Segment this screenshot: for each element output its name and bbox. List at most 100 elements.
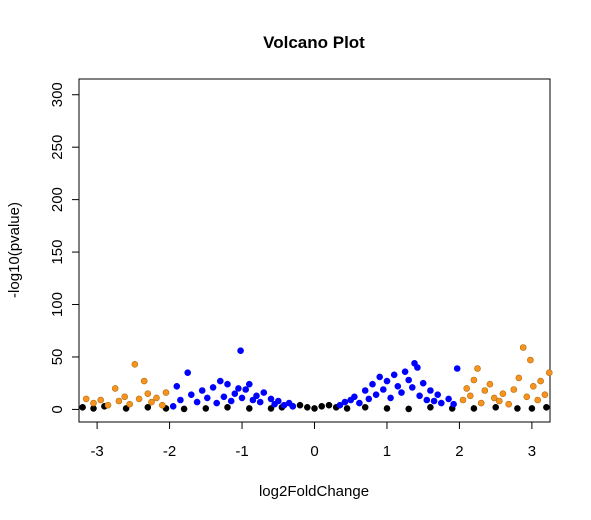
data-point-large-fold-change <box>523 393 531 401</box>
data-point-significant <box>372 391 380 399</box>
data-point-nonsignificant <box>311 405 318 412</box>
data-point-large-fold-change <box>115 397 123 405</box>
data-point-nonsignificant <box>470 405 478 412</box>
data-point-nonsignificant <box>296 401 304 409</box>
data-point-nonsignificant <box>224 403 231 411</box>
y-tick-label: 50 <box>49 349 66 366</box>
y-axis: 0 50 100 150 200 250 300 <box>49 82 80 414</box>
data-point-significant <box>246 380 253 388</box>
data-point-large-fold-change <box>135 395 143 403</box>
data-point-nonsignificant <box>267 405 275 412</box>
data-point-significant <box>394 382 402 390</box>
y-axis-label: -log10(pvalue) <box>6 202 23 298</box>
data-point-significant <box>249 396 257 404</box>
data-point-significant <box>437 399 445 407</box>
data-point-significant <box>198 387 206 394</box>
data-point-significant <box>351 393 358 401</box>
data-point-significant <box>430 397 438 405</box>
data-point-significant <box>356 399 363 407</box>
data-point-significant <box>220 393 228 401</box>
data-point-significant <box>289 402 297 410</box>
data-point-large-fold-change <box>474 365 481 372</box>
data-point-large-fold-change <box>534 396 542 404</box>
data-point-large-fold-change <box>153 394 160 402</box>
data-point-significant <box>414 364 421 371</box>
data-point-significant <box>383 377 391 385</box>
data-point-large-fold-change <box>140 377 148 385</box>
data-point-large-fold-change <box>121 393 128 401</box>
data-point-significant <box>238 394 246 402</box>
data-point-significant <box>213 399 220 407</box>
data-point-large-fold-change <box>510 386 518 393</box>
chart-title: Volcano Plot <box>263 33 365 52</box>
x-tick-label: -2 <box>163 443 176 460</box>
y-tick-label: 250 <box>49 135 66 160</box>
data-point-significant <box>401 368 409 376</box>
data-point-significant <box>390 371 398 379</box>
data-point-large-fold-change <box>505 400 513 408</box>
data-point-nonsignificant <box>318 402 326 410</box>
data-point-significant <box>416 392 423 400</box>
data-point-large-fold-change <box>148 398 155 406</box>
data-point-nonsignificant <box>361 403 369 411</box>
data-point-large-fold-change <box>519 344 527 351</box>
data-point-nonsignificant <box>543 403 550 411</box>
data-point-significant <box>405 376 413 384</box>
data-point-large-fold-change <box>529 382 537 390</box>
data-point-significant <box>379 386 387 393</box>
data-point-significant <box>341 398 349 406</box>
data-point-significant <box>242 386 249 393</box>
data-point-significant <box>173 382 181 390</box>
y-tick-label: 300 <box>49 82 66 107</box>
data-point-nonsignificant <box>325 401 333 409</box>
x-axis: -3 -2 -1 0 1 2 3 <box>90 421 536 460</box>
y-tick-label: 150 <box>49 240 66 265</box>
data-point-significant <box>398 389 405 396</box>
data-point-significant <box>260 389 268 396</box>
data-point-large-fold-change <box>537 377 544 385</box>
data-point-large-fold-change <box>463 385 471 392</box>
data-point-large-fold-change <box>486 380 494 388</box>
y-tick-label: 200 <box>49 187 66 212</box>
data-point-significant <box>369 380 376 388</box>
data-point-large-fold-change <box>82 395 90 403</box>
data-point-significant <box>227 397 235 405</box>
data-point-significant <box>445 395 452 403</box>
data-point-nonsignificant <box>405 405 413 413</box>
data-point-large-fold-change <box>481 387 489 394</box>
data-point-nonsignificant <box>514 405 521 412</box>
data-point-nonsignificant <box>492 403 500 411</box>
data-point-large-fold-change <box>477 399 485 407</box>
data-point-significant <box>224 380 231 388</box>
data-point-large-fold-change <box>490 394 498 402</box>
data-point-significant <box>387 394 394 402</box>
x-tick-label: 1 <box>383 443 391 460</box>
data-point-nonsignificant <box>303 403 311 411</box>
data-point-large-fold-change <box>541 391 549 399</box>
data-point-nonsignificant <box>122 405 130 412</box>
data-point-large-fold-change <box>159 401 166 409</box>
data-point-nonsignificant <box>343 405 351 412</box>
data-point-significant <box>450 400 457 408</box>
x-tick-label: 0 <box>310 443 318 460</box>
data-point-large-fold-change <box>495 397 503 405</box>
data-point-large-fold-change <box>459 396 467 404</box>
data-point-significant <box>453 365 461 372</box>
data-point-large-fold-change <box>545 369 553 377</box>
data-point-large-fold-change <box>466 392 474 400</box>
data-point-significant <box>193 398 201 406</box>
data-point-significant <box>423 396 431 404</box>
data-point-large-fold-change <box>499 390 507 398</box>
y-tick-label: 100 <box>49 292 66 317</box>
x-tick-label: 2 <box>455 443 463 460</box>
data-point-significant <box>231 390 239 398</box>
data-point-significant <box>253 392 260 400</box>
data-point-nonsignificant <box>246 405 253 412</box>
data-point-significant <box>217 377 224 385</box>
x-tick-label: -3 <box>90 443 103 460</box>
data-point-significant <box>169 402 177 410</box>
data-point-significant <box>184 369 191 377</box>
data-point-large-fold-change <box>144 390 152 398</box>
data-point-significant <box>408 384 416 391</box>
